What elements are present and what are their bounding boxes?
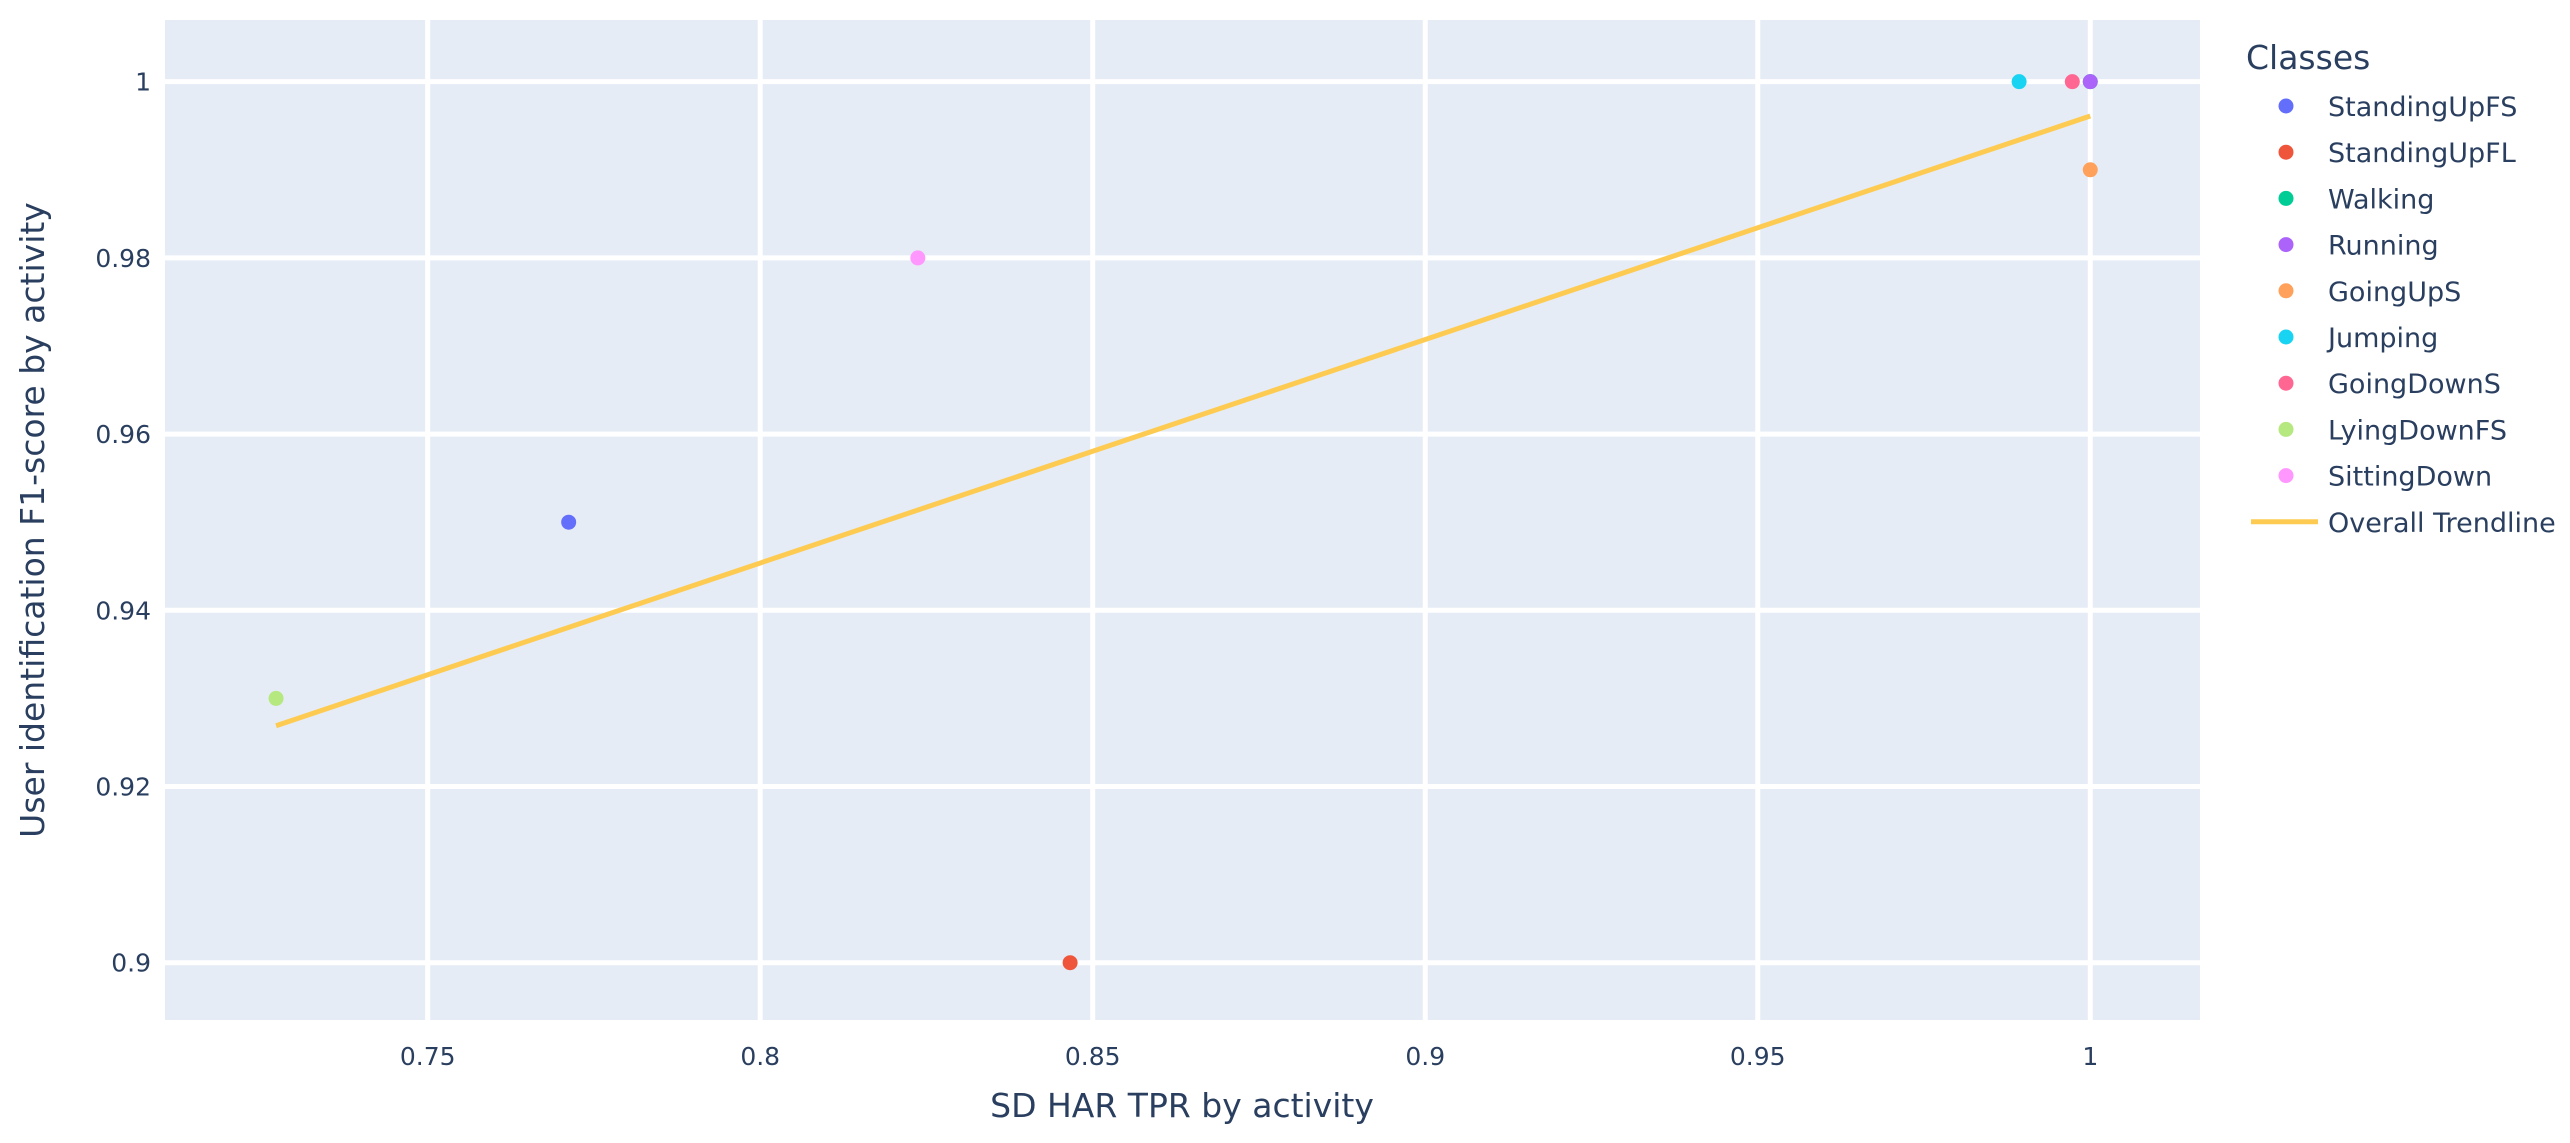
x-tick-label: 0.75 bbox=[400, 1042, 456, 1071]
x-tick-label: 0.85 bbox=[1065, 1042, 1121, 1071]
legend-label: LyingDownFS bbox=[2328, 415, 2507, 446]
data-point bbox=[268, 690, 284, 706]
legend-marker bbox=[2278, 98, 2294, 114]
legend-marker bbox=[2278, 375, 2294, 391]
axis-ticks: 0.75 0.8 0.85 0.9 0.95 1 0.9 0.92 0.94 0.96 0.98 1 bbox=[95, 68, 2098, 1071]
data-point bbox=[2064, 74, 2080, 90]
legend-label: StandingUpFL bbox=[2328, 138, 2516, 169]
y-tick-label: 0.94 bbox=[95, 596, 151, 625]
x-tick-label: 0.95 bbox=[1730, 1042, 1786, 1071]
trendline bbox=[275, 113, 2092, 729]
legend-marker bbox=[2278, 237, 2294, 253]
data-point bbox=[910, 250, 926, 266]
legend-marker bbox=[2278, 329, 2294, 345]
y-tick-label: 0.98 bbox=[95, 244, 151, 273]
legend-marker bbox=[2278, 283, 2294, 299]
x-axis-title: SD HAR TPR by activity bbox=[990, 1086, 1374, 1125]
y-tick-label: 0.9 bbox=[111, 949, 151, 978]
legend-label: GoingUpS bbox=[2328, 277, 2461, 308]
legend: Classes StandingUpFS StandingUpFL Walking R… bbox=[2246, 38, 2556, 539]
y-tick-label: 0.92 bbox=[95, 773, 151, 802]
legend-marker bbox=[2278, 144, 2294, 160]
data-point bbox=[2082, 74, 2098, 90]
legend-marker bbox=[2278, 421, 2294, 437]
legend-label: GoingDownS bbox=[2328, 369, 2501, 400]
legend-label: Overall Trendline bbox=[2328, 508, 2556, 539]
data-point bbox=[1062, 955, 1078, 971]
data-point bbox=[2082, 162, 2098, 178]
legend-label: Running bbox=[2328, 231, 2439, 262]
legend-marker bbox=[2278, 190, 2294, 206]
legend-label: SittingDown bbox=[2328, 462, 2492, 493]
legend-label: StandingUpFS bbox=[2328, 92, 2517, 123]
y-tick-label: 1 bbox=[135, 68, 151, 97]
grid bbox=[165, 20, 2200, 1020]
x-tick-label: 1 bbox=[2082, 1042, 2098, 1071]
trendline-layer bbox=[275, 113, 2092, 729]
plot-area bbox=[165, 20, 2200, 1020]
y-tick-label: 0.96 bbox=[95, 420, 151, 449]
legend-marker bbox=[2278, 468, 2294, 484]
legend-title: Classes bbox=[2246, 38, 2370, 77]
y-axis-title: User identification F1-score by activity bbox=[13, 202, 52, 838]
x-tick-label: 0.8 bbox=[740, 1042, 780, 1071]
data-points bbox=[268, 74, 2098, 971]
legend-label: Jumping bbox=[2326, 323, 2438, 354]
x-tick-label: 0.9 bbox=[1405, 1042, 1445, 1071]
data-point bbox=[2011, 74, 2027, 90]
legend-label: Walking bbox=[2328, 184, 2434, 215]
data-point bbox=[561, 514, 577, 530]
